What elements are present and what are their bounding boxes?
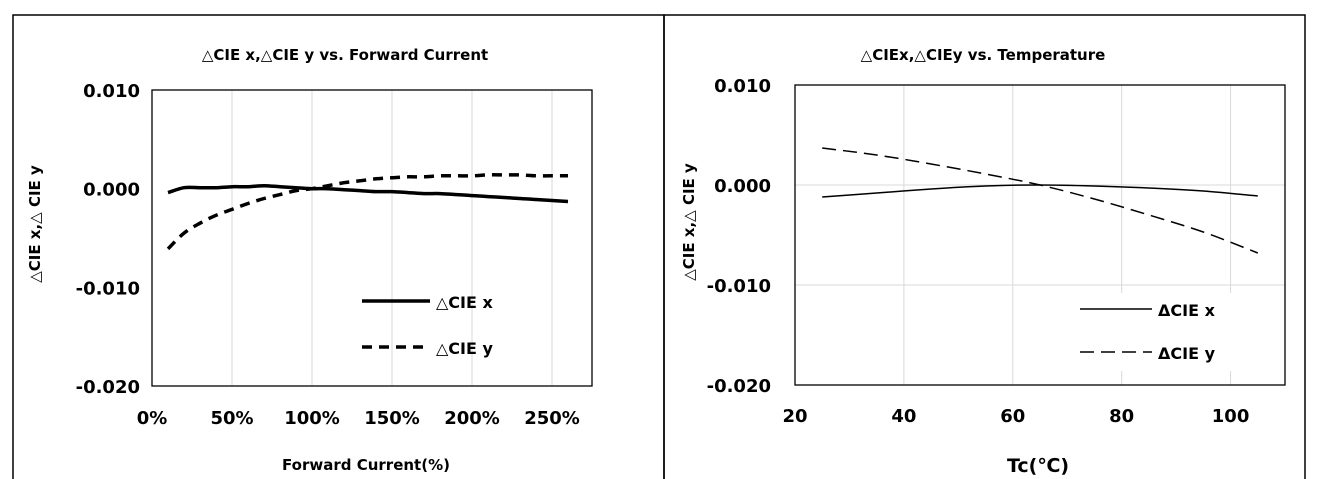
x-tick-label: 100	[1212, 406, 1250, 427]
x-tick-label: 50%	[210, 408, 253, 429]
series-line-cie-x	[167, 183, 569, 204]
legend-label-cie-y: ΔCIE y	[1158, 344, 1216, 363]
x-axis-label: Forward Current(%)	[282, 456, 450, 474]
x-tick-label: 100%	[284, 408, 340, 429]
legend: △CIE x △CIE y	[362, 293, 494, 358]
series-lines	[166, 173, 569, 251]
y-tick-label: -0.020	[707, 376, 771, 397]
tick-labels: 0.010 0.000 -0.010 -0.020 0% 50% 100% 150% 200% 2…	[76, 81, 580, 429]
tick-labels: 0.010 0.000 -0.010 -0.020 20 40 60 80 100	[707, 76, 1250, 427]
legend-label-cie-y: △CIE y	[436, 339, 494, 358]
legend: ΔCIE x ΔCIE y	[1080, 301, 1216, 363]
x-tick-label: 200%	[444, 408, 500, 429]
y-tick-label: -0.010	[707, 276, 771, 297]
y-tick-label: 0.010	[83, 81, 140, 102]
forward-current-chart: 0.010 0.000 -0.010 -0.020 0% 50% 100% 150% 200% 2…	[26, 46, 593, 474]
x-tick-label: 150%	[364, 408, 420, 429]
x-axis-label: Tc(℃)	[1007, 455, 1069, 477]
x-tick-label: 0%	[137, 408, 168, 429]
legend-label-cie-x: △CIE x	[436, 293, 494, 312]
y-axis-label: △CIE x,△ CIE y	[680, 163, 698, 281]
legend-background	[1072, 293, 1232, 371]
legend-label-cie-x: ΔCIE x	[1158, 301, 1216, 320]
series-line-cie-y	[822, 147, 1259, 254]
plot-area-frame	[794, 84, 1286, 386]
y-tick-label: 0.000	[83, 180, 140, 201]
y-tick-label: 0.010	[714, 76, 771, 97]
y-tick-label: -0.010	[76, 278, 140, 299]
series-lines	[822, 147, 1259, 254]
series-line-cie-x	[822, 184, 1258, 198]
chart-title: △CIEx,△CIEy vs. Temperature	[861, 46, 1106, 64]
x-tick-label: 250%	[524, 408, 580, 429]
x-tick-label: 60	[1000, 406, 1025, 427]
x-tick-label: 80	[1109, 406, 1134, 427]
chart-grid	[231, 90, 553, 386]
y-tick-label: -0.020	[76, 377, 140, 398]
x-tick-label: 20	[782, 406, 807, 427]
plot-area-frame	[151, 89, 593, 387]
x-tick-label: 40	[891, 406, 916, 427]
chart-title: △CIE x,△CIE y vs. Forward Current	[202, 46, 488, 64]
series-line-cie-y	[166, 173, 568, 251]
y-tick-label: 0.000	[714, 176, 771, 197]
panel-frame-right	[663, 14, 1306, 479]
temperature-chart: 0.010 0.000 -0.010 -0.020 20 40 60 80 100 △CIEx,…	[680, 46, 1286, 477]
y-axis-label: △CIE x,△ CIE y	[26, 165, 44, 283]
